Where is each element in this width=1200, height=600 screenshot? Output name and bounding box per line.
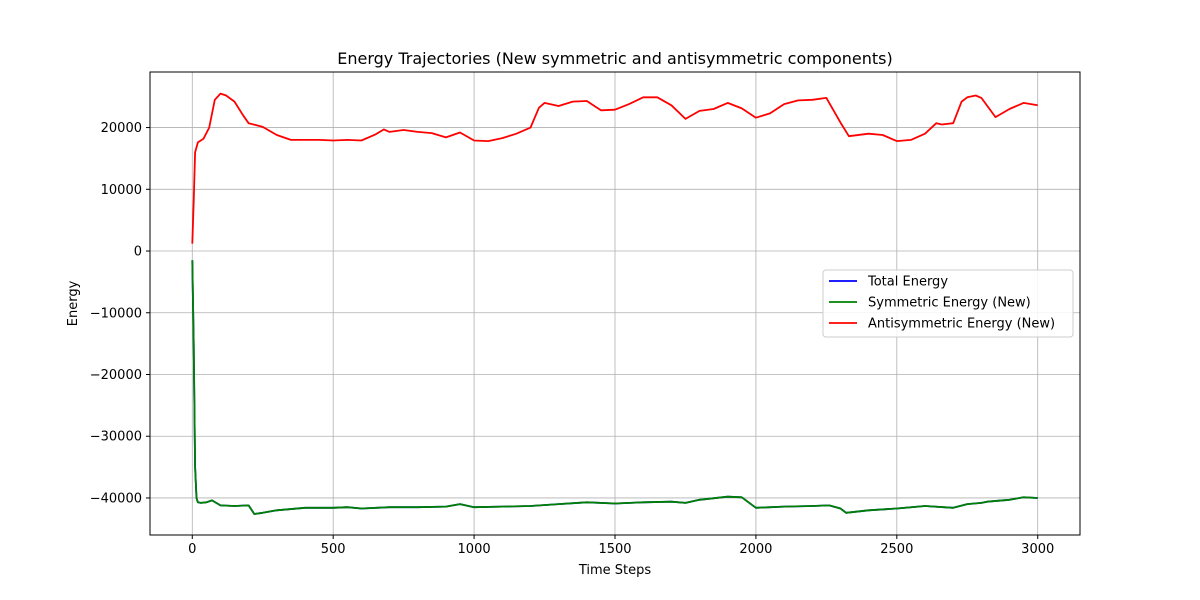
series-lines [191,92,1038,515]
chart-title: Energy Trajectories (New symmetric and a… [337,49,893,68]
legend-label: Antisymmetric Energy (New) [868,317,1055,332]
x-tick-label: 2500 [880,542,913,557]
x-tick-label: 1000 [458,542,491,557]
x-axis-label: Time Steps [578,563,652,578]
y-tick-label: −40000 [90,491,142,506]
axis-ticks: 0 500 1000 1500 2000 2500 3000 −40000 −30000 −200… [90,121,1055,557]
legend-label: Symmetric Energy (New) [868,296,1031,311]
y-tick-label: 20000 [101,121,142,136]
y-tick-label: −30000 [90,430,142,445]
x-tick-label: 500 [321,542,346,557]
x-tick-label: 1500 [598,542,631,557]
legend-box [822,269,1074,338]
legend: Total Energy Symmetric Energy (New) Antisy… [822,269,1074,338]
series-line-2 [191,92,1038,244]
series-line-1 [191,260,1038,515]
y-tick-label: −10000 [90,306,142,321]
y-axis-label: Energy [66,280,81,326]
y-tick-label: 10000 [101,183,142,198]
legend-label: Total Energy [867,275,948,290]
x-tick-label: 0 [188,542,196,557]
y-tick-label: 0 [134,245,142,260]
x-tick-label: 3000 [1021,542,1054,557]
x-tick-label: 2000 [739,542,772,557]
y-tick-label: −20000 [90,368,142,383]
